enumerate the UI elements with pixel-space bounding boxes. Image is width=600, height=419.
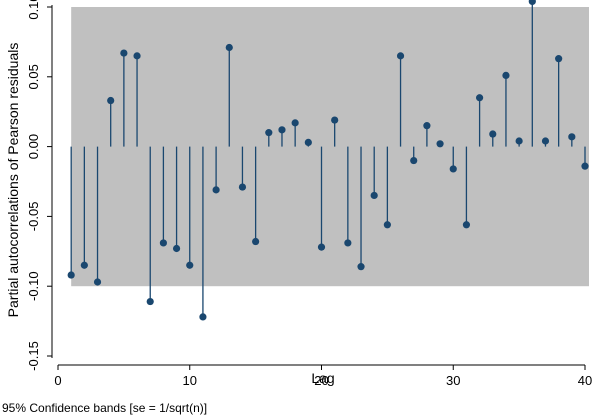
y-tick-label: -0.15 xyxy=(26,341,41,371)
x-axis-title: Lag xyxy=(311,370,334,386)
y-tick-label: 0.05 xyxy=(26,64,41,89)
x-tick-label: 30 xyxy=(446,373,460,388)
y-tick-label: -0.10 xyxy=(26,271,41,301)
pacf-point xyxy=(581,162,589,170)
pacf-point xyxy=(80,261,88,269)
y-tick-label: -0.05 xyxy=(26,202,41,232)
pacf-point xyxy=(291,119,299,127)
x-tick-label: 10 xyxy=(183,373,197,388)
pacf-point xyxy=(502,71,510,80)
pacf-point xyxy=(172,244,181,253)
pacf-point xyxy=(159,239,167,247)
pacf-point xyxy=(278,126,286,134)
y-tick-label: 0.10 xyxy=(26,0,41,20)
pacf-point xyxy=(462,221,471,229)
pacf-point xyxy=(120,49,128,57)
pacf-point xyxy=(396,52,405,60)
pacf-point xyxy=(410,156,418,165)
pacf-point xyxy=(331,116,339,124)
pacf-point xyxy=(133,52,141,60)
pacf-point xyxy=(555,55,563,63)
pacf-point xyxy=(107,96,115,105)
pacf-point xyxy=(383,221,391,229)
pacf-point xyxy=(146,297,154,306)
pacf-point xyxy=(489,130,497,138)
pacf-point xyxy=(199,313,207,321)
x-tick-label: 20 xyxy=(314,373,328,388)
x-tick-label: 0 xyxy=(54,373,61,388)
pacf-point xyxy=(225,43,233,52)
y-tick-label: 0.00 xyxy=(26,134,41,159)
pacf-point xyxy=(67,271,75,279)
pacf-point xyxy=(370,191,378,200)
pacf-point xyxy=(449,165,457,173)
y-axis-title: Partial autocorrelations of Pearson resi… xyxy=(5,43,21,318)
pacf-point xyxy=(252,237,260,246)
pacf-point xyxy=(476,94,484,102)
pacf-point xyxy=(212,186,220,194)
pacf-point xyxy=(515,137,523,145)
pacf-point xyxy=(436,140,444,148)
pacf-point xyxy=(238,183,247,191)
pacf-point xyxy=(317,243,326,251)
pacf-point xyxy=(344,239,352,247)
pacf-point xyxy=(265,129,273,137)
pacf-point xyxy=(528,0,536,6)
pacf-point xyxy=(568,133,576,141)
pacf-point xyxy=(423,122,431,130)
pacf-point xyxy=(357,263,365,271)
pacf-point xyxy=(541,137,550,145)
pacf-point xyxy=(304,138,312,147)
pacf-point xyxy=(93,278,102,286)
pacf-point xyxy=(186,261,194,269)
confidence-band xyxy=(71,7,590,287)
x-tick-label: 40 xyxy=(578,373,592,388)
confidence-band-note: 95% Confidence bands [se = 1/sqrt(n)] xyxy=(2,401,207,415)
